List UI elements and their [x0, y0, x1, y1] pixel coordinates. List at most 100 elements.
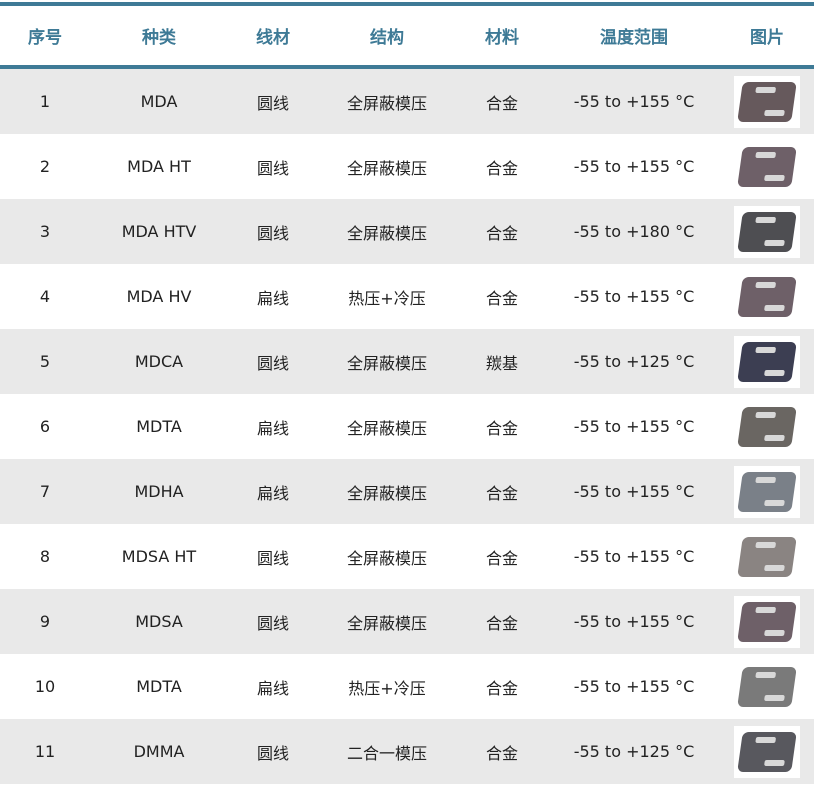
cell-structure: 热压+冷压 — [348, 678, 426, 698]
cell-type: MDCA — [90, 329, 228, 394]
cell-image — [720, 459, 814, 524]
cell-no: 3 — [0, 199, 90, 264]
cell-type: MDA HT — [127, 157, 191, 176]
header-structure: 结构 — [318, 6, 456, 69]
table-row: 8 MDSA HT 圆线 全屏蔽模压 合金 -55 to +155 °C — [0, 524, 814, 589]
cell-material: 羰基 — [456, 329, 548, 394]
cell-temp: -55 to +155 °C — [573, 547, 695, 566]
table-row: 2 MDA HT 圆线 全屏蔽模压 合金 -55 to +155 °C — [0, 134, 814, 199]
cell-image — [720, 264, 814, 329]
cell-type: MDHA — [90, 459, 228, 524]
cell-wire: 扁线 — [228, 459, 318, 524]
inductor-image — [734, 400, 800, 453]
inductor-chip-icon — [737, 407, 797, 447]
cell-material: 合金 — [485, 288, 518, 308]
cell-no: 11 — [0, 719, 90, 784]
header-no: 序号 — [0, 6, 90, 69]
cell-image — [720, 329, 814, 394]
table-row: 10 MDTA 扁线 热压+冷压 合金 -55 to +155 °C — [0, 654, 814, 719]
cell-structure: 全屏蔽模压 — [318, 459, 456, 524]
cell-wire: 圆线 — [228, 719, 318, 784]
cell-temp: -55 to +180 °C — [548, 199, 720, 264]
inductor-image — [734, 140, 800, 193]
cell-material: 合金 — [456, 67, 548, 134]
cell-no: 6 — [39, 417, 51, 436]
inductor-image — [734, 270, 800, 323]
cell-structure: 全屏蔽模压 — [346, 548, 427, 568]
table-row: 11 DMMA 圆线 二合一模压 合金 -55 to +125 °C — [0, 719, 814, 784]
product-table: 序号 种类 线材 结构 材料 温度范围 图片 1 MDA 圆线 全屏蔽模压 合金 -55 … — [0, 6, 814, 784]
cell-image — [720, 719, 814, 784]
cell-wire: 圆线 — [256, 548, 289, 568]
cell-no: 9 — [0, 589, 90, 654]
cell-temp: -55 to +155 °C — [548, 589, 720, 654]
cell-material: 合金 — [485, 418, 518, 438]
table-row: 9 MDSA 圆线 全屏蔽模压 合金 -55 to +155 °C — [0, 589, 814, 654]
cell-wire: 圆线 — [228, 199, 318, 264]
inductor-chip-icon — [737, 602, 797, 642]
cell-no: 1 — [0, 67, 90, 134]
cell-wire: 圆线 — [228, 329, 318, 394]
table-row: 4 MDA HV 扁线 热压+冷压 合金 -55 to +155 °C — [0, 264, 814, 329]
inductor-chip-icon — [737, 537, 797, 577]
cell-image — [720, 67, 814, 134]
cell-temp: -55 to +155 °C — [573, 157, 695, 176]
inductor-chip-icon — [737, 732, 797, 772]
table-row: 1 MDA 圆线 全屏蔽模压 合金 -55 to +155 °C — [0, 67, 814, 134]
cell-structure: 全屏蔽模压 — [318, 67, 456, 134]
header-wire: 线材 — [228, 6, 318, 69]
header-type: 种类 — [90, 6, 228, 69]
header-material: 材料 — [456, 6, 548, 69]
inductor-chip-icon — [737, 342, 797, 382]
cell-material: 合金 — [456, 459, 548, 524]
inductor-chip-icon — [737, 472, 797, 512]
cell-temp: -55 to +155 °C — [573, 287, 695, 306]
inductor-image — [734, 75, 800, 128]
cell-material: 合金 — [456, 199, 548, 264]
table-row: 6 MDTA 扁线 全屏蔽模压 合金 -55 to +155 °C — [0, 394, 814, 459]
inductor-image — [734, 465, 800, 518]
cell-material: 合金 — [456, 589, 548, 654]
cell-image — [720, 654, 814, 719]
table-row: 3 MDA HTV 圆线 全屏蔽模压 合金 -55 to +180 °C — [0, 199, 814, 264]
cell-structure: 二合一模压 — [318, 719, 456, 784]
cell-material: 合金 — [485, 678, 518, 698]
cell-no: 5 — [0, 329, 90, 394]
cell-no: 4 — [39, 287, 51, 306]
cell-temp: -55 to +155 °C — [573, 417, 695, 436]
header-row: 序号 种类 线材 结构 材料 温度范围 图片 — [0, 6, 814, 69]
cell-structure: 全屏蔽模压 — [346, 158, 427, 178]
cell-no: 2 — [39, 157, 51, 176]
table-row: 5 MDCA 圆线 全屏蔽模压 羰基 -55 to +125 °C — [0, 329, 814, 394]
cell-temp: -55 to +155 °C — [548, 459, 720, 524]
cell-temp: -55 to +125 °C — [548, 329, 720, 394]
header-image: 图片 — [720, 6, 814, 69]
inductor-image — [734, 725, 800, 778]
cell-no: 7 — [0, 459, 90, 524]
inductor-image — [734, 205, 800, 258]
cell-wire: 圆线 — [228, 67, 318, 134]
inductor-chip-icon — [737, 277, 797, 317]
cell-type: DMMA — [90, 719, 228, 784]
inductor-chip-icon — [737, 667, 797, 707]
inductor-chip-icon — [737, 212, 797, 252]
cell-wire: 扁线 — [256, 288, 289, 308]
cell-structure: 全屏蔽模压 — [318, 199, 456, 264]
cell-no: 10 — [34, 677, 56, 696]
cell-structure: 全屏蔽模压 — [318, 329, 456, 394]
cell-type: MDTA — [136, 417, 182, 436]
cell-type: MDSA — [90, 589, 228, 654]
cell-wire: 扁线 — [256, 678, 289, 698]
cell-structure: 热压+冷压 — [348, 288, 426, 308]
cell-material: 合金 — [485, 158, 518, 178]
cell-type: MDA — [90, 67, 228, 134]
cell-no: 8 — [39, 547, 51, 566]
cell-image — [720, 199, 814, 264]
cell-material: 合金 — [485, 548, 518, 568]
cell-structure: 全屏蔽模压 — [346, 418, 427, 438]
top-border — [0, 2, 814, 6]
inductor-chip-icon — [737, 82, 797, 122]
cell-temp: -55 to +155 °C — [548, 67, 720, 134]
inductor-image — [734, 595, 800, 648]
header-temp: 温度范围 — [548, 6, 720, 69]
